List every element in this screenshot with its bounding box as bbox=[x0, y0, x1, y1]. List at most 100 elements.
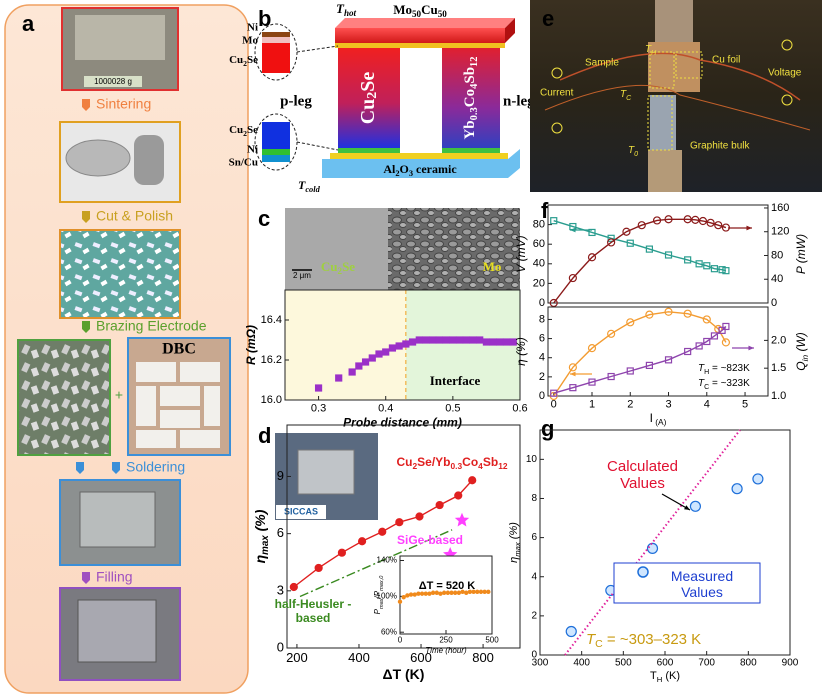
text-part: T bbox=[298, 178, 306, 192]
text-part: hot bbox=[344, 8, 357, 18]
series-line bbox=[553, 311, 727, 397]
sem-left bbox=[285, 208, 388, 290]
x-tick-label: 250 bbox=[439, 636, 453, 645]
text-part: Se/Yb bbox=[417, 455, 450, 469]
text-part: (%) bbox=[252, 509, 268, 535]
marker bbox=[314, 563, 323, 573]
marker bbox=[454, 512, 470, 527]
marker bbox=[664, 251, 673, 259]
callout-ni bbox=[262, 32, 290, 37]
text-part: 2 bbox=[412, 461, 417, 471]
text-part: T bbox=[698, 378, 705, 389]
callout-box bbox=[649, 51, 675, 89]
marker bbox=[289, 582, 298, 592]
x-tick-label: 0 bbox=[551, 399, 557, 411]
text-part: Co bbox=[462, 89, 478, 107]
text-part: (K) bbox=[662, 670, 680, 682]
marker bbox=[361, 358, 370, 366]
y-axis-label: R (mΩ) bbox=[244, 325, 258, 365]
marker bbox=[429, 336, 437, 344]
y2-axis-label: P (mW) bbox=[794, 234, 808, 274]
panel-label: e bbox=[542, 6, 554, 31]
marker bbox=[645, 361, 653, 370]
marker bbox=[502, 338, 511, 346]
marker bbox=[695, 260, 703, 268]
panel-label: d bbox=[258, 423, 271, 448]
text-part: T bbox=[645, 44, 652, 55]
phase-label: Cu2Se bbox=[321, 259, 355, 276]
x-tick-label: 500 bbox=[485, 636, 499, 645]
text-part: T bbox=[620, 89, 627, 100]
marker-circle bbox=[551, 67, 563, 79]
step-label: Sintering bbox=[96, 96, 151, 112]
text-part: Sb bbox=[462, 67, 478, 84]
arrow-head bbox=[570, 371, 576, 377]
text-part: T bbox=[586, 631, 597, 648]
callout-box bbox=[675, 51, 703, 79]
ni-label: Ni bbox=[247, 144, 258, 156]
y-tick-label: 0 bbox=[539, 297, 545, 309]
y-tick-label: 40 bbox=[533, 258, 545, 270]
cu2se-label: Cu2Se bbox=[229, 54, 258, 68]
cu2se-label: Cu2Se bbox=[229, 124, 258, 138]
text-part: Se bbox=[247, 54, 258, 66]
marker bbox=[427, 591, 432, 596]
marker bbox=[509, 338, 517, 346]
text-part: Cu bbox=[357, 99, 379, 125]
text-part: P bbox=[373, 608, 382, 614]
marker bbox=[469, 336, 477, 344]
marker bbox=[464, 590, 469, 595]
marker bbox=[691, 215, 700, 224]
marker bbox=[401, 595, 406, 600]
text-part: Mo bbox=[393, 2, 412, 17]
annotation: Interface bbox=[430, 373, 481, 388]
marker bbox=[684, 256, 692, 264]
panel-d-photo: SICCAS bbox=[275, 433, 378, 520]
marker bbox=[587, 253, 597, 262]
top-electrode-label: Mo50Cu50 bbox=[393, 2, 447, 19]
y-tick-label: 100% bbox=[377, 591, 397, 600]
marker bbox=[476, 336, 484, 344]
x-tick-label: 200 bbox=[286, 650, 308, 665]
marker bbox=[714, 221, 723, 230]
marker bbox=[645, 310, 654, 319]
marker bbox=[752, 473, 764, 485]
y-tick-label: 8 bbox=[531, 493, 537, 504]
region-left bbox=[285, 290, 406, 400]
marker bbox=[489, 338, 497, 346]
marker bbox=[718, 326, 726, 334]
x-tick-label: 0.6 bbox=[512, 403, 527, 415]
text-part: cold bbox=[305, 185, 320, 194]
arrow-head bbox=[570, 227, 576, 233]
y-tick-label: 20 bbox=[533, 277, 545, 289]
marker-circle bbox=[551, 122, 563, 134]
marker bbox=[408, 338, 417, 346]
marker bbox=[565, 625, 577, 638]
y-tick-label: 10 bbox=[526, 454, 538, 465]
marker bbox=[695, 342, 703, 350]
text-part: T bbox=[628, 145, 635, 156]
x-tick-label: 0 bbox=[398, 636, 403, 645]
text-part: /P bbox=[373, 590, 382, 599]
text-part: = ~303–323 K bbox=[603, 631, 701, 648]
text-part: C bbox=[595, 638, 603, 650]
photo-detail bbox=[79, 491, 156, 548]
marker bbox=[412, 592, 417, 597]
x-tick-label: 800 bbox=[740, 658, 757, 669]
marker bbox=[607, 238, 616, 247]
marker bbox=[397, 599, 403, 604]
logo-bg bbox=[276, 505, 326, 519]
marker bbox=[454, 491, 463, 500]
marker bbox=[486, 589, 491, 595]
photo-detail bbox=[84, 76, 142, 87]
text-part: Al bbox=[383, 162, 396, 176]
photo-cubes bbox=[59, 229, 181, 319]
text-part: 2 bbox=[243, 129, 247, 138]
step-arrow bbox=[82, 211, 90, 223]
marker-circle bbox=[781, 94, 793, 106]
y-tick-label: 6 bbox=[277, 525, 284, 540]
ceramic bbox=[322, 149, 520, 178]
step-label: Soldering bbox=[126, 459, 185, 475]
arrow-head bbox=[684, 505, 690, 510]
